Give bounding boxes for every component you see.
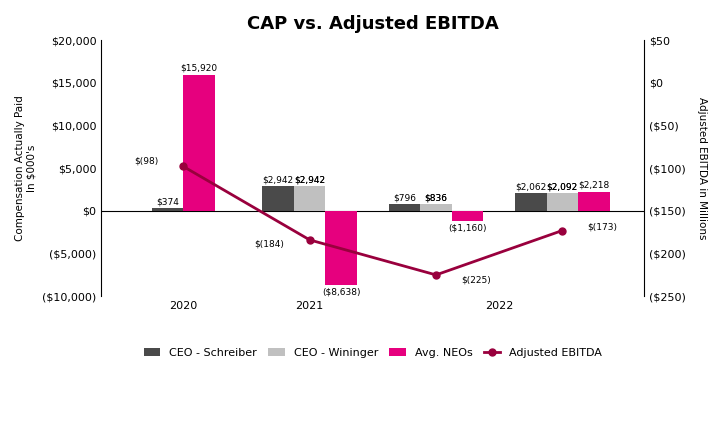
Bar [326, 211, 357, 285]
Text: $374: $374 [156, 197, 179, 206]
Text: ($8,638): ($8,638) [322, 288, 360, 296]
Bar [294, 186, 326, 211]
Text: $2,942: $2,942 [294, 175, 325, 184]
Text: $2,942: $2,942 [263, 175, 294, 184]
Bar [152, 208, 183, 211]
Text: $(173): $(173) [588, 223, 617, 232]
Bar [452, 211, 483, 221]
Text: $2,092: $2,092 [547, 182, 578, 191]
Bar [388, 204, 420, 211]
Bar [547, 193, 578, 211]
Text: $15,920: $15,920 [180, 63, 218, 72]
Text: $836: $836 [425, 193, 448, 202]
Text: $(98): $(98) [134, 156, 158, 165]
Text: $2,218: $2,218 [578, 181, 609, 189]
Text: ($1,160): ($1,160) [448, 224, 487, 233]
Title: CAP vs. Adjusted EBITDA: CAP vs. Adjusted EBITDA [247, 15, 499, 33]
Text: $(225): $(225) [461, 276, 491, 285]
Bar [515, 193, 547, 211]
Bar [420, 204, 452, 211]
Text: $836: $836 [425, 193, 448, 202]
Y-axis label: Adjusted EBITDA in Millions: Adjusted EBITDA in Millions [697, 97, 707, 240]
Y-axis label: Compensation Actually Paid
In $000's: Compensation Actually Paid In $000's [15, 95, 37, 241]
Bar [578, 192, 609, 211]
Text: $796: $796 [393, 194, 416, 203]
Legend: CEO - Schreiber, CEO - Wininger, Avg. NEOs, Adjusted EBITDA: CEO - Schreiber, CEO - Wininger, Avg. NE… [139, 344, 606, 362]
Text: $(184): $(184) [255, 240, 284, 249]
Text: $2,062: $2,062 [515, 183, 547, 192]
Bar [183, 75, 215, 211]
Text: $2,942: $2,942 [294, 175, 325, 184]
Bar [262, 186, 294, 211]
Text: $2,092: $2,092 [547, 182, 578, 191]
